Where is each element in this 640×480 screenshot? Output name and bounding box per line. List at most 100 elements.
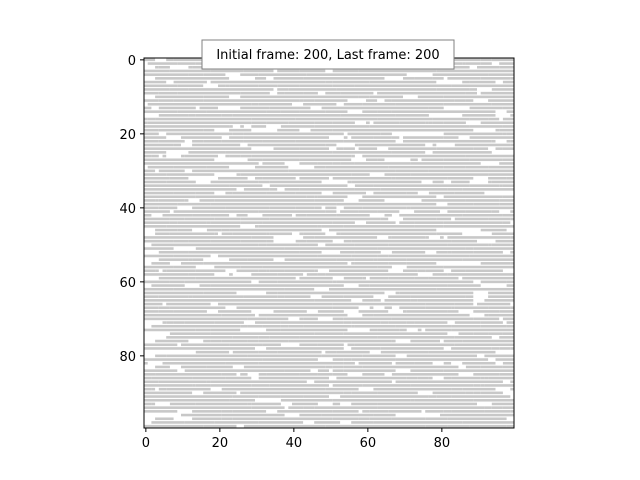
heatmap-cell-run (247, 324, 263, 328)
heatmap-cell-run (144, 169, 156, 173)
heatmap-cell-run (155, 199, 159, 202)
heatmap-cell-run (373, 413, 396, 417)
heatmap-cell-run (303, 395, 329, 398)
heatmap-cell-run (432, 180, 444, 184)
heatmap-cell-run (347, 406, 378, 409)
heatmap-cell-run (377, 247, 466, 250)
heatmap-cell-run (332, 402, 341, 406)
heatmap-cell-run (391, 151, 426, 154)
heatmap-cell-run (469, 117, 489, 121)
heatmap-cell-run (395, 114, 429, 117)
heatmap-cell-run (292, 180, 322, 184)
heatmap-cell-run (458, 332, 474, 335)
heatmap-cell-run (473, 373, 500, 376)
heatmap-cell-run (443, 136, 459, 139)
heatmap-cell-run (240, 73, 255, 76)
heatmap-cell-run (343, 147, 355, 150)
heatmap-cell-run (403, 310, 407, 313)
heatmap-cell-run (417, 328, 422, 332)
heatmap-cell-run (351, 254, 378, 258)
annotation-box: Initial frame: 200, Last frame: 200 (201, 39, 455, 70)
heatmap-cell-run (362, 276, 366, 280)
heatmap-cell-run (469, 254, 514, 258)
heatmap-cell-run (495, 358, 514, 361)
heatmap-cell-run (406, 321, 415, 324)
heatmap-cell-run (317, 225, 322, 228)
heatmap-cell-run (144, 206, 159, 210)
heatmap-cell-run (192, 213, 211, 217)
heatmap-cell-run (181, 262, 204, 265)
heatmap-cell-run (362, 206, 366, 210)
heatmap-cell-run (288, 324, 304, 328)
heatmap-cell-run (314, 380, 392, 384)
heatmap-cell-run (284, 247, 366, 250)
heatmap-cell-run (221, 387, 326, 391)
heatmap-cell-run (477, 395, 511, 398)
heatmap-cell-run (251, 117, 296, 121)
heatmap-cell-run (188, 250, 300, 254)
heatmap-cell-run (147, 121, 252, 125)
heatmap-cell-run (306, 73, 407, 76)
heatmap-cell-run (144, 402, 152, 406)
heatmap-cell-run (210, 380, 307, 384)
heatmap-cell-run (258, 243, 267, 247)
heatmap-cell-run (388, 321, 407, 324)
heatmap-cell-run (488, 291, 514, 295)
heatmap-cell-run (314, 99, 348, 102)
heatmap-cell-run (351, 180, 385, 184)
heatmap-cell-run (451, 328, 514, 332)
heatmap-cell-run (465, 99, 474, 102)
heatmap-cell-run (314, 269, 318, 273)
heatmap-cell-run (332, 365, 344, 369)
heatmap-cell-run (314, 406, 348, 409)
heatmap-cell-run (443, 95, 514, 99)
heatmap-cell-run (229, 343, 263, 347)
heatmap-cell-run (388, 236, 392, 239)
heatmap-cell-run (255, 225, 259, 228)
heatmap-cell-run (454, 336, 492, 339)
heatmap-cell-run (240, 265, 255, 269)
heatmap-cell-run (199, 232, 215, 236)
heatmap-cell-run (343, 358, 352, 361)
heatmap-cell-run (465, 62, 481, 65)
heatmap-cell-run (510, 114, 514, 117)
heatmap-cell-run (144, 291, 204, 295)
heatmap-cell-run (362, 410, 370, 413)
heatmap-cell-run (144, 195, 163, 199)
heatmap-cell-run (144, 176, 170, 180)
heatmap-cell-run (488, 332, 503, 335)
heatmap-cell-run (236, 80, 255, 84)
heatmap-cell-run (255, 306, 333, 310)
heatmap-cell-run (243, 69, 274, 73)
heatmap-cell-run (310, 328, 348, 332)
heatmap-cell-run (358, 143, 403, 147)
heatmap-cell-run (488, 306, 496, 310)
heatmap-cell-run (155, 232, 170, 236)
heatmap-cell-run (203, 391, 237, 395)
heatmap-cell-run (440, 199, 459, 202)
heatmap-cell-run (299, 317, 304, 321)
heatmap-cell-run (162, 310, 174, 313)
heatmap-cell-run (266, 373, 300, 376)
heatmap-cell-run (214, 321, 244, 324)
heatmap-cell-run (288, 339, 392, 343)
heatmap-cell-run (388, 262, 407, 265)
heatmap-cell-run (269, 336, 300, 339)
heatmap-cell-run (325, 210, 337, 213)
heatmap-cell-run (332, 121, 355, 125)
heatmap-cell-run (391, 317, 422, 321)
heatmap-cell-run (144, 384, 193, 387)
heatmap-cell-run (469, 158, 503, 162)
heatmap-cell-run (443, 121, 466, 125)
heatmap-cell-run (491, 102, 514, 106)
heatmap-cell-run (325, 387, 359, 391)
heatmap-cell-run (465, 269, 477, 273)
heatmap-cell-run (414, 398, 440, 402)
heatmap-cell-run (229, 154, 241, 158)
heatmap-cell-run (144, 306, 159, 310)
heatmap-cell-run (299, 413, 322, 417)
heatmap-cell-run (166, 58, 174, 62)
heatmap-cell-run (266, 317, 289, 321)
heatmap-cell-run (218, 310, 237, 313)
heatmap-cell-run (262, 176, 296, 180)
